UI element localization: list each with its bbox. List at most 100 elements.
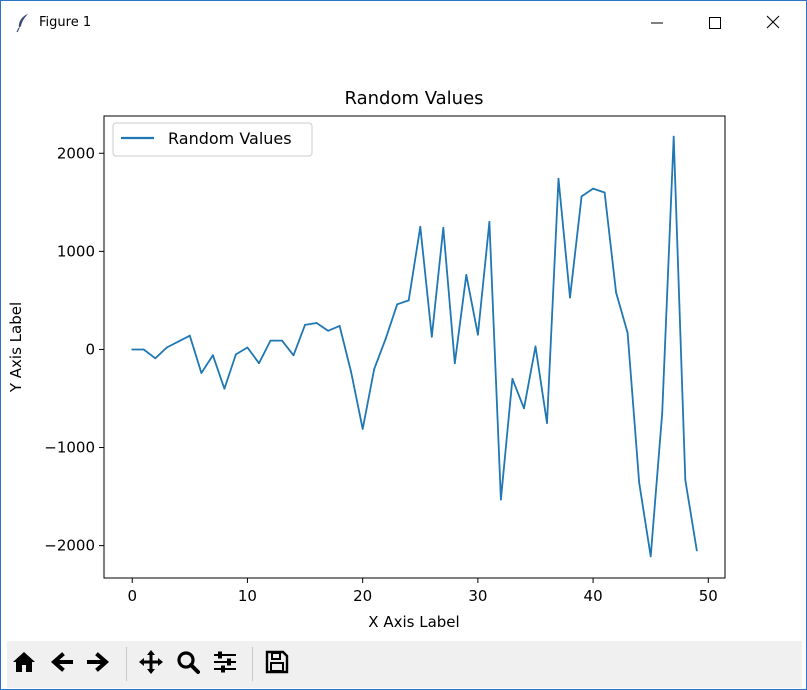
data-point: [269, 339, 272, 342]
move-icon: [137, 648, 165, 680]
configure-subplots-button[interactable]: [208, 647, 242, 681]
data-point: [188, 334, 191, 337]
data-point: [500, 498, 502, 501]
data-point: [373, 368, 376, 370]
data-point: [361, 428, 364, 430]
close-icon: [766, 14, 780, 33]
minimize-icon: [651, 14, 663, 33]
data-point: [350, 371, 352, 373]
x-tick-label: 20: [353, 587, 372, 605]
data-point: [649, 555, 652, 558]
maximize-button[interactable]: [687, 1, 743, 45]
data-point: [661, 412, 664, 415]
sliders-icon: [211, 649, 239, 679]
data-point: [523, 407, 525, 410]
y-tick-label: 0: [85, 340, 95, 358]
x-tick-label: 30: [468, 587, 487, 605]
zoom-button[interactable]: [171, 647, 205, 681]
data-point: [281, 339, 283, 342]
y-axis-label: Y Axis Label: [7, 302, 25, 393]
data-point: [177, 340, 180, 343]
floppy-disk-icon: [264, 649, 290, 679]
forward-button[interactable]: [81, 647, 115, 681]
data-point: [511, 378, 514, 380]
data-point: [569, 296, 571, 299]
data-point: [453, 362, 456, 365]
data-point: [465, 274, 468, 276]
chart-title: Random Values: [344, 88, 483, 109]
save-button[interactable]: [260, 647, 294, 681]
data-point: [592, 187, 594, 190]
data-point: [223, 387, 226, 390]
data-point: [396, 303, 399, 306]
home-button[interactable]: [7, 647, 41, 681]
pan-button[interactable]: [134, 647, 168, 681]
y-tick-label: −2000: [44, 537, 95, 555]
x-tick-label: 10: [238, 587, 257, 605]
toolbar-separator: [126, 647, 127, 681]
title-bar[interactable]: Figure 1: [1, 1, 806, 45]
data-point: [327, 329, 329, 332]
data-point: [695, 549, 698, 552]
data-point: [672, 135, 675, 138]
legend-label: Random Values: [168, 129, 292, 148]
data-point: [638, 482, 641, 484]
plot-area: [103, 115, 726, 579]
figure-canvas[interactable]: Random Values 0 10 20 30 40 50 −2000 −1000 0 100…: [7, 45, 802, 641]
data-point: [615, 291, 617, 294]
data-point: [430, 335, 433, 338]
x-tick-label: 0: [127, 587, 137, 605]
data-point: [407, 299, 410, 302]
maximize-icon: [709, 14, 721, 33]
data-point: [557, 177, 560, 180]
data-point: [384, 337, 387, 340]
minimize-button[interactable]: [629, 1, 685, 45]
data-point: [304, 324, 306, 326]
feather-icon: [15, 13, 31, 33]
data-point: [246, 346, 249, 349]
home-icon: [11, 649, 37, 679]
legend: Random Values: [112, 122, 313, 157]
x-tick-label: 50: [699, 587, 718, 605]
x-axis-label: X Axis Label: [368, 613, 459, 631]
data-point: [603, 191, 606, 194]
data-point: [131, 348, 134, 351]
data-point: [235, 353, 237, 356]
back-button[interactable]: [45, 647, 79, 681]
arrow-left-icon: [49, 649, 75, 679]
data-point: [315, 322, 318, 324]
legend-box: [112, 122, 313, 157]
data-point: [477, 333, 479, 336]
data-point: [546, 422, 548, 424]
magnifier-icon: [175, 649, 201, 679]
data-point: [580, 195, 583, 198]
line-chart: Random Values 0 10 20 30 40 50 −2000 −1000 0 100…: [7, 88, 726, 631]
y-tick-label: 1000: [57, 242, 95, 260]
data-point: [419, 225, 422, 228]
data-point: [534, 345, 537, 348]
data-point: [212, 354, 214, 357]
y-tick-label: −1000: [44, 439, 95, 457]
data-point: [338, 325, 341, 327]
data-point: [142, 348, 145, 351]
data-point: [154, 357, 157, 360]
series-points: [131, 135, 698, 558]
x-axis: 0 10 20 30 40 50: [127, 578, 718, 605]
data-point: [442, 226, 445, 229]
data-point: [292, 354, 295, 357]
data-point: [200, 372, 203, 374]
window-title: Figure 1: [39, 15, 92, 30]
data-point: [488, 221, 491, 223]
data-point: [626, 331, 629, 334]
navigation-toolbar: [7, 641, 802, 688]
x-tick-label: 40: [584, 587, 603, 605]
close-button[interactable]: [745, 1, 801, 45]
data-point: [258, 362, 260, 365]
series-line-random-values: [132, 135, 698, 558]
data-point: [684, 479, 687, 481]
y-axis: −2000 −1000 0 1000 2000: [44, 144, 104, 555]
y-tick-label: 2000: [57, 144, 95, 162]
toolbar-separator: [252, 647, 253, 681]
arrow-right-icon: [85, 649, 111, 679]
data-point: [165, 346, 168, 349]
